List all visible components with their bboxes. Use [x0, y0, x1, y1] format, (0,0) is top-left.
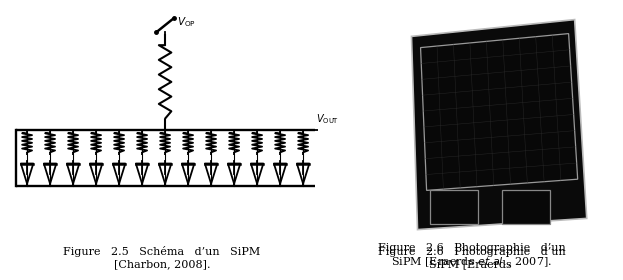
Text: Figure   2.6   Photographie   d’un
SiPM [Eraerds: Figure 2.6 Photographie d’un SiPM [Eraer… [378, 247, 566, 269]
Polygon shape [412, 20, 587, 230]
Polygon shape [421, 34, 578, 190]
Text: $V_{\mathrm{OUT}}$: $V_{\mathrm{OUT}}$ [316, 112, 340, 126]
Text: Figure   2.5   Schéma   d’un   SiPM
[Charbon, 2008].: Figure 2.5 Schéma d’un SiPM [Charbon, 20… [64, 246, 260, 269]
Text: $V_{\mathrm{OP}}$: $V_{\mathrm{OP}}$ [177, 15, 196, 29]
Polygon shape [430, 190, 478, 224]
Polygon shape [502, 190, 551, 224]
Text: Figure   2.6   Photographie   d’un
SiPM [Eraerds $\it{et\ al.}$, 2007].: Figure 2.6 Photographie d’un SiPM [Eraer… [378, 243, 566, 269]
